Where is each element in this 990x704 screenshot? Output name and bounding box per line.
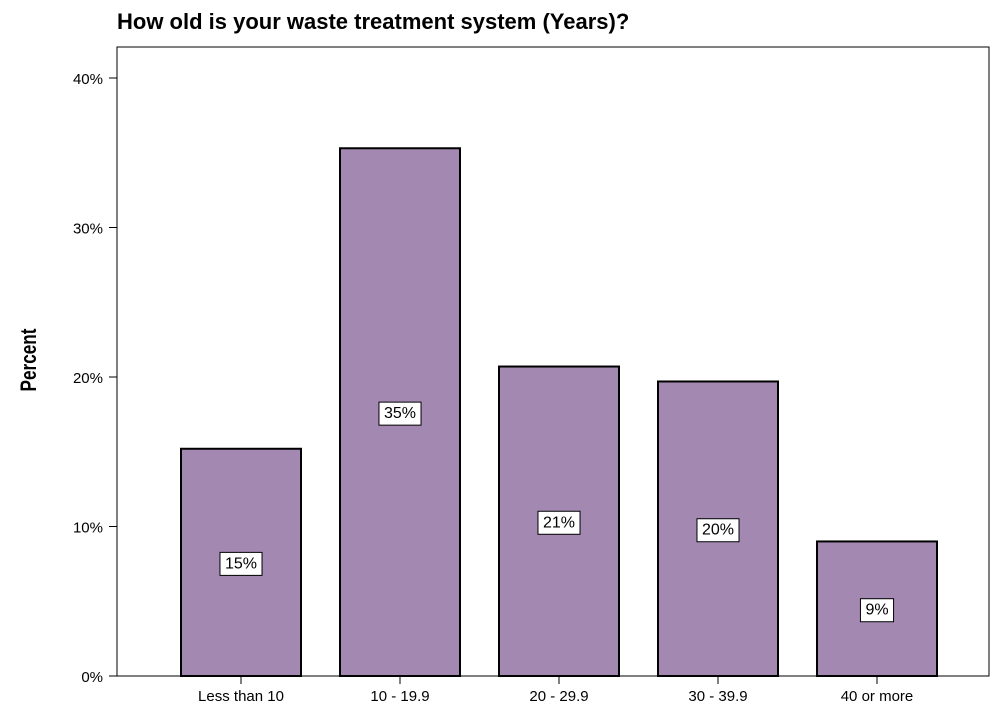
data-label-box (696, 518, 740, 543)
data-label-box (378, 401, 422, 426)
y-tick-label: 10% (73, 520, 103, 537)
data-label: 20% (696, 518, 740, 543)
y-tick-label: 20% (73, 370, 103, 387)
data-label: 35% (378, 401, 422, 426)
data-labels: 15% 35% 21% 20% 9% (219, 401, 895, 623)
x-tick-label: 10 - 19.9 (370, 688, 429, 704)
data-label: 15% (219, 551, 263, 576)
y-tick-label: 40% (73, 71, 103, 88)
x-tick-label: 30 - 39.9 (688, 688, 747, 704)
chart-title: How old is your waste treatment system (… (117, 9, 629, 34)
data-label-box (859, 598, 895, 623)
x-tick-label: 20 - 29.9 (529, 688, 588, 704)
data-label-text: 20% (702, 522, 734, 539)
data-label-text: 21% (543, 514, 575, 531)
y-axis-title: Percent (17, 328, 42, 391)
x-tick-label: Less than 10 (198, 688, 284, 704)
data-label-box (219, 551, 263, 576)
data-label-box (537, 510, 581, 535)
x-tick-label: 40 or more (841, 688, 914, 704)
data-label-text: 9% (865, 602, 888, 619)
data-label: 9% (859, 598, 895, 623)
y-tick-label: 0% (81, 669, 103, 686)
bars (180, 147, 938, 678)
y-axis: 0% 10% 20% 30% 40% (73, 71, 117, 686)
y-tick-label: 30% (73, 221, 103, 238)
x-axis: Less than 10 10 - 19.9 20 - 29.9 30 - 39.9 4… (198, 676, 913, 704)
data-label: 21% (537, 510, 581, 535)
data-label-text: 35% (384, 405, 416, 422)
data-label-text: 15% (225, 555, 257, 572)
